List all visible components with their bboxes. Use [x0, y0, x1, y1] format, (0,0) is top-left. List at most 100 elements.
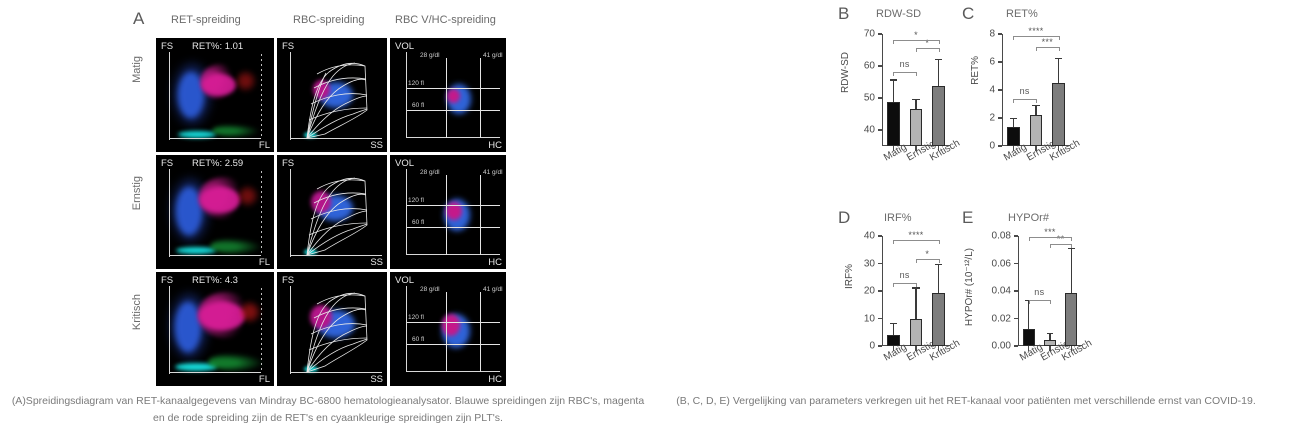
y-tick-label: 0	[869, 340, 875, 352]
significance-label: ns	[1034, 286, 1045, 297]
rbc-blue-blob	[178, 72, 204, 118]
significance-bracket-tick	[1036, 46, 1037, 51]
scatter-row-kritisch: FS FL RET%: 4.3 FS SS	[156, 272, 506, 386]
y-tick	[877, 345, 882, 347]
error-bar	[915, 99, 917, 110]
y-tick-label: 70	[863, 28, 875, 40]
chart-b-ylabel: RDW-SD	[840, 52, 851, 93]
error-bar-cap	[1046, 332, 1054, 334]
x-tick	[892, 346, 894, 351]
rbc-mesh-overlay	[306, 177, 368, 256]
plt-cyan-blob	[175, 363, 217, 371]
y-tick-label: 0.00	[991, 340, 1011, 352]
row-label-kritisch: Kritisch	[131, 294, 143, 331]
error-bar-cap	[1032, 104, 1040, 106]
y-tick-label: 20	[863, 285, 875, 297]
scatter-plot-vol-hc-ernstig: VOL HC 28 g/dl 41 g/dl 120 fl 60 fl	[390, 155, 506, 269]
y-tick	[877, 97, 882, 99]
error-bar	[1049, 332, 1051, 340]
axis-label-hc: HC	[488, 139, 502, 151]
y-axis-line	[290, 169, 291, 257]
significance-bracket-tick	[1036, 99, 1037, 104]
ret-magenta-blob	[446, 202, 462, 220]
chart-e-plot-area: 0.00 0.02 0.04 0.06 0.08 Matig Ernstig Kritisch…	[992, 227, 1095, 363]
axis-label-ss: SS	[370, 256, 383, 268]
axis-label-ss: SS	[370, 139, 383, 151]
scatter-plot-ret-matig: FS FL RET%: 1.01	[156, 38, 274, 152]
significance-bracket-tick	[938, 259, 940, 264]
error-bar-cap	[912, 99, 920, 101]
y-axis-line	[406, 286, 407, 372]
rbc-blue-blob	[175, 302, 201, 352]
chart-c-ret-percent: C RET% RET% 0 2 4 6 8 Matig Ernstig Kritisch ns *…	[962, 4, 1082, 189]
x-axis-line	[406, 137, 500, 138]
significance-bracket	[893, 283, 916, 285]
y-tick	[997, 33, 1002, 35]
row-label-ernstig: Ernstig	[131, 176, 143, 211]
y-axis	[1002, 34, 1004, 146]
chart-e-title: HYPOr#	[1008, 212, 1049, 224]
axis-label-vol: VOL	[395, 41, 415, 52]
y-tick	[997, 117, 1002, 119]
significance-bracket-tick	[938, 48, 940, 53]
chart-c-plot-area: 0 2 4 6 8 Matig Ernstig Kritisch ns *** ****	[989, 26, 1081, 163]
gridline-120-fl	[407, 205, 500, 206]
scatter-plot-ret-kritisch: FS FL RET%: 4.3	[156, 272, 274, 386]
error-bar-cap	[1009, 118, 1017, 120]
gridlabel-28-gdl: 28 g/dl	[420, 52, 440, 59]
significance-bracket-tick	[1013, 99, 1015, 104]
y-tick	[877, 65, 882, 67]
y-tick	[997, 145, 1002, 147]
y-tick	[997, 89, 1002, 91]
y-tick-label: 8	[989, 28, 995, 40]
significance-bracket	[916, 48, 939, 50]
gridline-120-fl	[407, 88, 500, 89]
axis-label-fs: FS	[161, 275, 174, 286]
chart-b-letter: B	[838, 4, 850, 23]
rbc-blue-blob	[176, 187, 202, 235]
significance-bracket-tick	[1050, 299, 1051, 304]
bar	[1022, 328, 1035, 346]
y-tick	[1013, 317, 1018, 320]
ret-magenta-blob	[442, 314, 460, 336]
axis-label-fs: FS	[161, 158, 174, 169]
scatter-row-matig: FS FL RET%: 1.01 FS SS	[156, 38, 506, 152]
significance-label: ***	[1044, 227, 1056, 238]
gridline-28-gdl	[446, 58, 447, 138]
bar	[1029, 115, 1043, 146]
significance-bracket-tick	[893, 240, 895, 245]
gridlabel-60-fl: 60 fl	[412, 102, 425, 109]
ret-magenta-blob	[310, 305, 332, 329]
plt-green-specks	[210, 238, 262, 254]
gridline-41-gdl	[480, 58, 481, 138]
x-tick	[1049, 346, 1051, 351]
scatter-row-ernstig: FS FL RET%: 2.59 FS SS	[156, 155, 506, 269]
axis-label-fl: FL	[258, 256, 270, 268]
bar	[909, 318, 923, 346]
x-tick	[1070, 346, 1072, 351]
significance-bracket	[1036, 46, 1059, 48]
ret-magenta-specks	[200, 64, 242, 100]
caption-right: (B, C, D, E) Vergelijking van parameters…	[676, 395, 1256, 407]
ret-percent-value: RET%: 4.3	[192, 275, 238, 286]
significance-bracket	[893, 72, 916, 74]
error-bar	[1058, 57, 1060, 83]
ret-red-specks	[236, 68, 260, 94]
ret-red-specks	[238, 183, 262, 209]
gridlabel-41-gdl: 41 g/dl	[483, 52, 503, 59]
significance-bracket	[1028, 237, 1072, 239]
y-tick-label: 40	[863, 230, 875, 242]
y-tick-label: 0.06	[991, 258, 1011, 269]
right-tick-marks	[261, 288, 262, 370]
chart-e-letter: E	[962, 208, 974, 227]
significance-label: ****	[1028, 26, 1044, 37]
error-bar	[1035, 104, 1037, 116]
column-header-rbc-vhc-spreiding: RBC V/HC-spreiding	[395, 14, 496, 26]
chart-b-title: RDW-SD	[876, 8, 922, 20]
scatter-plot-vol-hc-matig: VOL HC 28 g/dl 41 g/dl 120 fl 60 fl	[390, 38, 506, 152]
y-tick	[1013, 262, 1018, 265]
bar	[909, 109, 923, 146]
panel-a: A RET-spreiding RBC-spreiding RBC V/HC-s…	[131, 4, 513, 386]
chart-d-letter: D	[838, 208, 851, 227]
